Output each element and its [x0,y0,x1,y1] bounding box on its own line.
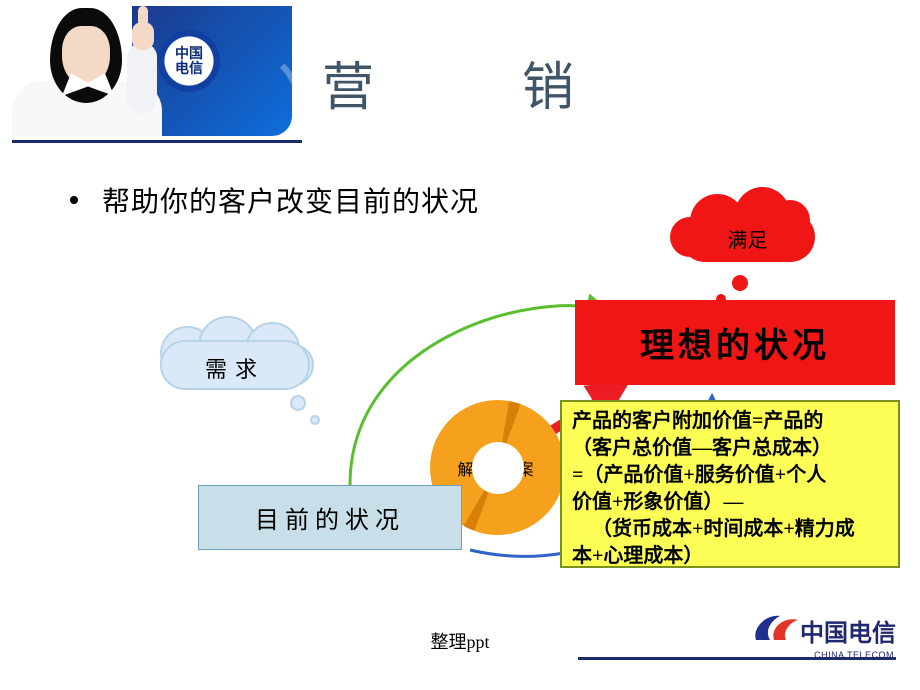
current-box: 目前的状况 [198,485,462,550]
stamp-text: 中国电信 [175,46,203,76]
satisfaction-drip-icon [732,275,748,291]
formula-line: （客户总价值—客户总成本） [572,435,888,462]
ideal-box: 理想的状况 [575,300,895,385]
china-telecom-stamp-icon: 中国电信 [158,30,220,92]
header-underline [12,140,302,143]
formula-line: 价值+形象价值）— [572,489,888,516]
footer-brand-cn: 中国电信 [800,613,896,648]
bullet-row: 帮助你的客户改变目前的状况 [70,180,479,220]
current-label: 目前的状况 [255,500,405,535]
ideal-label: 理想的状况 [640,318,830,367]
banner-person-illustration [12,8,162,136]
formula-line: （货币成本+时间成本+精力成 [572,516,888,543]
need-drip-icon [290,395,306,411]
formula-box: 产品的客户附加价值=产品的 （客户总价值—客户总成本） =（产品价值+服务价值+… [560,400,900,568]
solution-label: 解决方案 [457,456,537,480]
satisfaction-label: 满足 [680,224,815,253]
need-label: 需求 [160,352,310,384]
formula-line: =（产品价值+服务价值+个人 [572,462,888,489]
header-banner: 中国电信 [12,6,292,136]
satisfaction-cloud: 满足 [680,212,815,272]
slide-title: 营 销 [298,45,622,120]
need-drip-icon [310,415,320,425]
footer-underline [578,657,896,660]
china-telecom-logo-icon [752,610,800,648]
bullet-text: 帮助你的客户改变目前的状况 [102,180,479,220]
bullet-dot-icon [70,196,78,204]
formula-line: 产品的客户附加价值=产品的 [572,408,888,435]
footer-label: 整理ppt [430,628,489,654]
need-cloud: 需求 [160,326,310,396]
formula-line: 本+心理成本） [572,543,888,570]
slide: 中国电信 营 销 帮助你的客户改变目前的状况 满足 理想 [0,0,920,690]
